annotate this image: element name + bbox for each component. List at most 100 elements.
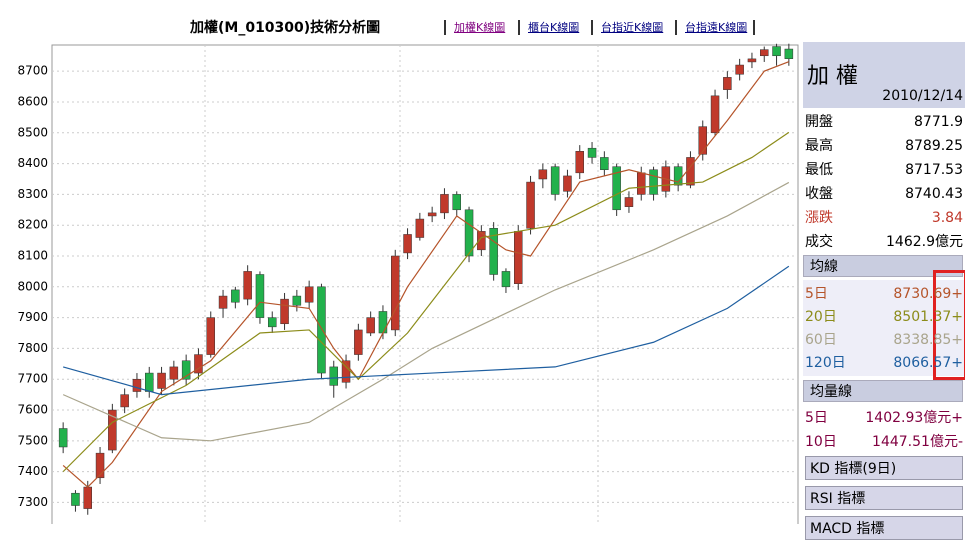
volume-value: 1402.93億元+ bbox=[865, 410, 963, 426]
moving-average bbox=[62, 181, 790, 442]
y-tick-label: 8400 bbox=[17, 156, 48, 170]
candle-body bbox=[723, 77, 732, 90]
candle-body bbox=[784, 48, 794, 59]
page: 7300 7400 7500 7600 7700 7800 7900 8000 8100 8200… bbox=[17, 20, 965, 540]
candle-body bbox=[477, 231, 486, 251]
candle-body bbox=[735, 64, 744, 75]
y-tick-label: 7800 bbox=[17, 341, 48, 355]
nav-link[interactable]: 加權K線圖 bbox=[444, 20, 505, 35]
candle-body bbox=[391, 255, 400, 331]
candle-body bbox=[514, 231, 523, 284]
candle-body bbox=[95, 452, 105, 479]
candle-body bbox=[243, 271, 252, 300]
candle-body bbox=[132, 378, 142, 392]
candle-body bbox=[145, 372, 154, 392]
nav-link[interactable]: 櫃台K線圖 bbox=[518, 20, 579, 35]
section-title: 均量線 bbox=[803, 380, 963, 402]
candle-body bbox=[600, 157, 609, 171]
date: 2010/12/14 bbox=[882, 88, 963, 104]
candle-body bbox=[452, 194, 461, 211]
quote-value: 1462.9億元 bbox=[886, 234, 963, 250]
candle-body bbox=[440, 194, 449, 214]
candle-body bbox=[268, 317, 277, 328]
y-tick-label: 8000 bbox=[17, 279, 48, 293]
candle-body bbox=[366, 317, 375, 334]
candle-body bbox=[157, 372, 166, 389]
candle-body bbox=[550, 166, 560, 195]
volume-row: 5日 1402.93億元+ bbox=[803, 406, 965, 430]
moving-average bbox=[62, 61, 790, 488]
candle-body bbox=[255, 274, 265, 318]
ma-value: 8501.37+ bbox=[893, 309, 963, 325]
candle-body bbox=[637, 172, 646, 195]
y-tick-label: 7500 bbox=[17, 433, 48, 447]
quote-row: 最高 8789.25 bbox=[803, 134, 965, 158]
candle-body bbox=[280, 298, 289, 325]
indicator-button[interactable]: MACD 指標 bbox=[805, 516, 963, 540]
nav-link[interactable]: 台指近K線圖 bbox=[591, 20, 663, 35]
candle-body bbox=[747, 58, 757, 63]
chart: 7300 7400 7500 7600 7700 7800 7900 8000 8100 8200… bbox=[17, 43, 799, 524]
quote-value: 8717.53 bbox=[905, 162, 963, 178]
quote-label: 收盤 bbox=[805, 186, 833, 202]
candle-body bbox=[575, 151, 584, 174]
candle-body bbox=[501, 271, 511, 288]
candle-body bbox=[292, 295, 302, 306]
page-title: 加權(M_010300)技術分析圖 bbox=[190, 20, 381, 36]
candle-body bbox=[403, 234, 412, 254]
candle-body bbox=[427, 212, 437, 217]
nav-link[interactable]: 台指遠K線圖 bbox=[675, 20, 756, 35]
quote-value: 8771.9 bbox=[914, 114, 963, 130]
candle-body bbox=[649, 169, 658, 195]
ma-label: 20日 bbox=[805, 309, 837, 325]
ma-label: 120日 bbox=[805, 355, 846, 371]
candle-body bbox=[772, 46, 781, 57]
quote-row: 收盤 8740.43 bbox=[803, 182, 965, 206]
candle-body bbox=[58, 428, 68, 448]
quote-row: 開盤 8771.9 bbox=[803, 110, 965, 134]
candle-body bbox=[317, 286, 326, 374]
volume-label: 5日 bbox=[805, 410, 828, 426]
volume-row: 10日 1447.51億元- bbox=[803, 430, 965, 454]
quote-value: 8789.25 bbox=[905, 138, 963, 154]
quote-value: 3.84 bbox=[931, 210, 963, 226]
y-tick-label: 7700 bbox=[17, 372, 48, 386]
ma-label: 5日 bbox=[805, 286, 828, 302]
ma-value: 8338.85+ bbox=[893, 332, 963, 348]
y-tick-label: 8600 bbox=[17, 94, 48, 108]
panel-header: 加 權 2010/12/14 bbox=[803, 42, 965, 108]
moving-average bbox=[62, 131, 790, 473]
y-tick-label: 8100 bbox=[17, 249, 48, 263]
candle-body bbox=[218, 295, 228, 309]
quote-row: 最低 8717.53 bbox=[803, 158, 965, 182]
candle-body bbox=[329, 366, 338, 386]
candle-body bbox=[464, 209, 474, 257]
quote-value: 8740.43 bbox=[905, 186, 963, 202]
candle-body bbox=[231, 289, 240, 303]
candle-body bbox=[120, 394, 129, 408]
ma-value: 8066.57+ bbox=[893, 355, 963, 371]
indicator-button[interactable]: KD 指標(9日) bbox=[805, 456, 963, 480]
ma-value: 8730.69+ bbox=[893, 286, 963, 302]
candle-body bbox=[354, 329, 363, 355]
moving-average bbox=[62, 265, 790, 396]
y-tick-label: 7900 bbox=[17, 310, 48, 324]
quote-label: 漲跌 bbox=[805, 210, 833, 226]
y-tick-label: 8200 bbox=[17, 218, 48, 232]
ma-row: 60日 8338.85+ bbox=[803, 328, 965, 352]
ma-row: 20日 8501.37+ bbox=[803, 305, 965, 329]
quote-label: 成交 bbox=[805, 234, 833, 250]
candle-body bbox=[489, 228, 498, 275]
plot-frame bbox=[51, 44, 799, 524]
quote-row: 漲跌 3.84 bbox=[803, 206, 965, 230]
candle-body bbox=[587, 147, 597, 158]
candle-body bbox=[526, 181, 535, 229]
ma-row: 120日 8066.57+ bbox=[803, 351, 965, 375]
candle-body bbox=[181, 360, 191, 380]
candle-body bbox=[83, 486, 92, 509]
ma-label: 60日 bbox=[805, 332, 837, 348]
y-tick-label: 8300 bbox=[17, 187, 48, 201]
candle-body bbox=[71, 492, 80, 506]
candle-body bbox=[760, 49, 769, 57]
indicator-button[interactable]: RSI 指標 bbox=[805, 486, 963, 510]
